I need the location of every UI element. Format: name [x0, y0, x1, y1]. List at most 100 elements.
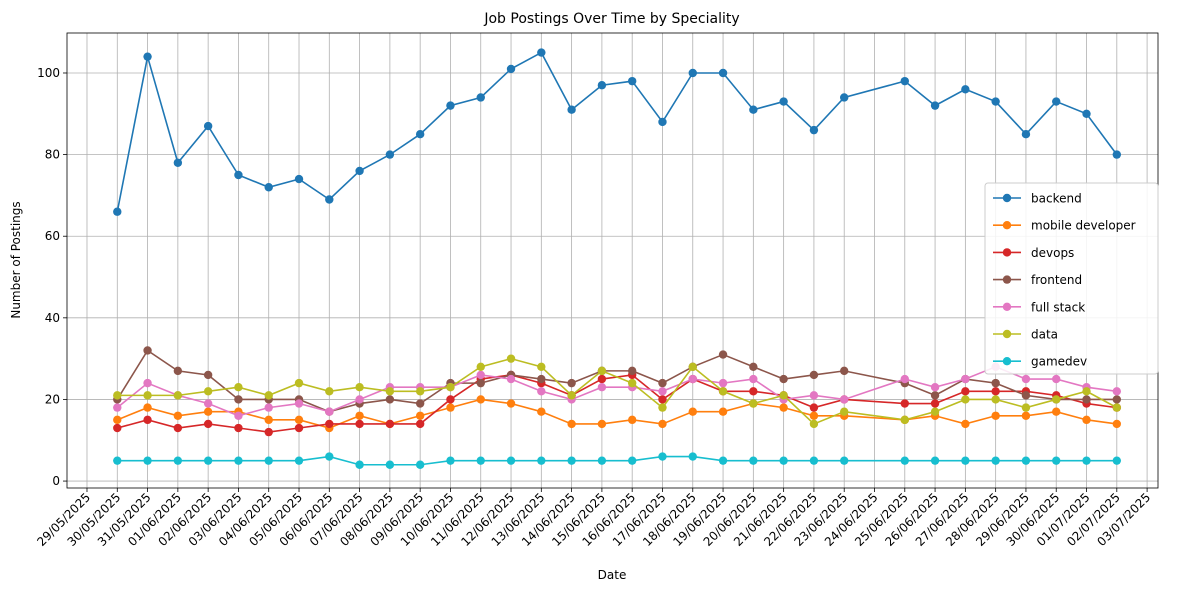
y-axis-label: Number of Postings — [9, 201, 23, 318]
data-point — [143, 52, 152, 61]
legend-label: gamedev — [1031, 355, 1087, 369]
data-point — [718, 378, 728, 388]
data-point — [658, 395, 667, 404]
data-point — [658, 452, 667, 461]
data-point — [779, 403, 788, 412]
data-point — [809, 419, 819, 429]
data-point — [264, 427, 273, 437]
data-point — [749, 399, 758, 408]
data-point — [991, 411, 1000, 420]
data-point — [961, 456, 970, 465]
data-point — [143, 346, 152, 355]
legend: backend mobile developer devops frontend ful… — [984, 182, 1159, 375]
data-point — [294, 399, 304, 408]
data-point — [900, 374, 909, 384]
data-point — [749, 105, 758, 114]
data-point — [900, 415, 909, 425]
legend-box — [984, 182, 1159, 375]
data-point — [143, 378, 152, 388]
data-point — [203, 370, 213, 380]
data-point — [749, 362, 758, 372]
data-point — [446, 456, 455, 465]
legend-label: frontend — [1031, 273, 1082, 287]
data-point — [234, 170, 243, 180]
data-point — [718, 68, 728, 78]
data-point — [1021, 411, 1031, 420]
data-point — [991, 395, 1000, 404]
legend-marker — [1002, 248, 1012, 257]
data-point — [930, 101, 940, 110]
data-point — [143, 456, 152, 465]
data-point — [173, 391, 183, 400]
legend-marker — [1002, 193, 1012, 203]
data-point — [779, 391, 788, 400]
data-point — [809, 370, 819, 380]
data-point — [385, 387, 395, 396]
data-point — [1082, 415, 1091, 425]
data-point — [415, 387, 425, 396]
data-point — [991, 378, 1000, 388]
data-point — [991, 97, 1000, 106]
data-point — [961, 395, 970, 404]
data-point — [900, 456, 909, 465]
data-point — [294, 174, 304, 184]
data-point — [749, 374, 758, 384]
data-point — [930, 399, 940, 408]
data-point — [1052, 97, 1061, 106]
data-point — [113, 415, 122, 425]
data-point — [749, 456, 758, 465]
data-point — [930, 391, 940, 400]
data-point — [173, 456, 183, 465]
data-point — [809, 391, 819, 400]
data-point — [779, 374, 788, 384]
data-point — [355, 383, 364, 392]
data-point — [1082, 395, 1091, 404]
legend-marker — [1002, 329, 1012, 339]
data-point — [1082, 456, 1091, 465]
data-point — [173, 423, 183, 433]
data-point — [264, 183, 273, 192]
legend-label: backend — [1031, 192, 1082, 206]
legend-marker — [1002, 275, 1012, 284]
data-point — [597, 366, 607, 376]
data-point — [294, 415, 304, 425]
data-point — [476, 370, 485, 380]
data-point — [234, 383, 243, 392]
data-point — [415, 399, 425, 408]
data-point — [143, 415, 152, 425]
data-point — [537, 407, 546, 416]
data-point — [688, 452, 697, 461]
data-point — [506, 456, 516, 465]
data-point — [627, 415, 637, 425]
data-point — [113, 391, 122, 400]
data-point — [476, 93, 485, 102]
data-point — [355, 166, 364, 176]
data-point — [415, 419, 425, 429]
data-point — [688, 407, 697, 416]
data-point — [537, 374, 546, 384]
data-point — [627, 378, 637, 388]
data-point — [1021, 391, 1031, 400]
data-point — [113, 403, 122, 412]
data-point — [840, 456, 849, 465]
data-point — [113, 456, 122, 465]
data-point — [1112, 387, 1122, 396]
data-point — [506, 354, 516, 363]
data-point — [567, 419, 576, 429]
legend-label: devops — [1031, 246, 1074, 260]
y-tick-label: 40 — [45, 311, 60, 325]
data-point — [325, 452, 334, 461]
data-point — [567, 456, 576, 465]
data-point — [597, 374, 607, 384]
data-point — [325, 195, 334, 204]
data-point — [1052, 374, 1061, 384]
data-point — [688, 374, 697, 384]
data-point — [355, 419, 364, 429]
data-point — [234, 411, 243, 420]
legend-marker — [1002, 221, 1012, 230]
data-point — [658, 419, 667, 429]
data-point — [203, 399, 213, 408]
data-point — [991, 387, 1000, 396]
data-point — [234, 456, 243, 465]
data-point — [385, 419, 395, 429]
